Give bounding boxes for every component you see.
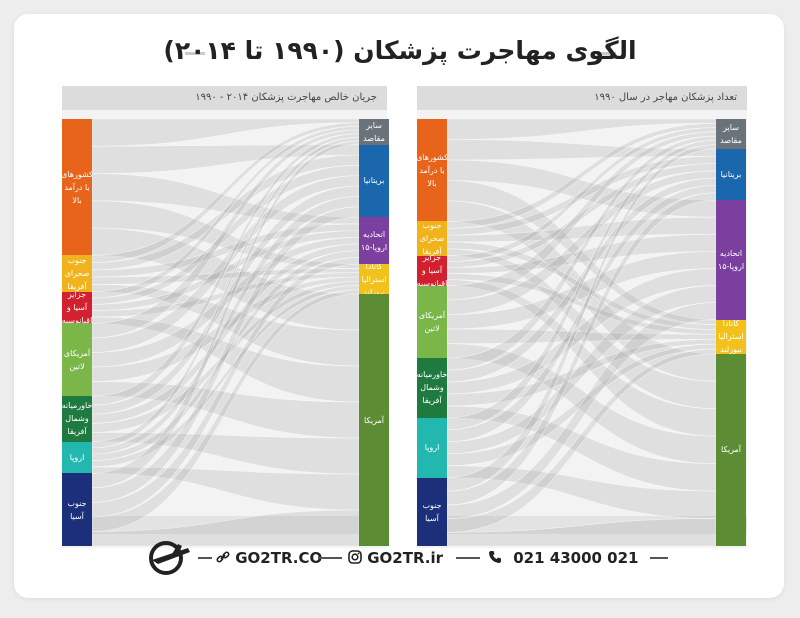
- right-target-segment-label: آمریکا: [721, 445, 742, 455]
- left-target-segment: سایر مقاصد: [359, 119, 389, 145]
- link-icon: [216, 548, 230, 570]
- left-source-bar: کشورهای با درآمد بالا جنوب صحرای آفریقا جز…: [62, 119, 92, 546]
- left-source-segment-label: کشورهای با درآمد بالا: [62, 169, 92, 205]
- left-target-segment-label: کانادا استرالیا نیوزلند: [361, 264, 387, 295]
- left-source-segment: اروپا: [62, 441, 92, 474]
- left-source-segment-label: جنوب آسیا: [67, 498, 87, 521]
- right-source-segment: جنوب آسیا: [417, 477, 447, 546]
- phone-text: 021 43000 021: [513, 549, 639, 567]
- right-target-segment-label: کانادا استرالیا نیوزلند: [718, 319, 744, 354]
- left-source-segment: جنوب آسیا: [62, 473, 92, 546]
- footer-divider: [456, 557, 480, 559]
- right-target-bar: سایر مقاصد بریتانیا اتحادیه اروپا-۱۵ کانادا…: [716, 119, 746, 546]
- right-target-segment: آمریکا: [716, 353, 746, 546]
- right-source-segment: آمریکای لاتین: [417, 285, 447, 359]
- infographic-title: الگوی مهاجرت پزشکان (۱۹۹۰ تا ۲۰۱۴): [163, 36, 637, 65]
- left-target-segment-label: بریتانیا: [363, 176, 385, 186]
- left-target-segment-label: اتحادیه اروپا-۱۵: [360, 229, 388, 252]
- right-source-segment-label: جنوب صحرای آفریقا: [419, 221, 445, 256]
- footer-website-co[interactable]: GO2TR.CO: [216, 547, 322, 569]
- left-target-segment: بریتانیا: [359, 144, 389, 218]
- right-source-segment-label: خاورمیانه وشمال آفریقا: [417, 370, 447, 406]
- footer-divider: [650, 557, 668, 559]
- flow-ribbon: [446, 348, 717, 533]
- left-source-segment-label: اروپا: [69, 452, 85, 462]
- left-source-segment: آمریکای لاتین: [62, 323, 92, 397]
- left-source-segment: خاورمیانه وشمال آفریقا: [62, 396, 92, 442]
- left-target-bar: سایر مقاصد بریتانیا اتحادیه اروپا-۱۵ کانادا…: [359, 119, 389, 546]
- right-target-segment: بریتانیا: [716, 148, 746, 201]
- phone-icon: [488, 548, 502, 570]
- right-source-segment: کشورهای با درآمد بالا: [417, 119, 447, 222]
- right-target-segment-label: سایر مقاصد: [720, 122, 742, 145]
- right-target-segment-label: بریتانیا: [720, 169, 742, 179]
- instagram-icon: [348, 548, 362, 570]
- left-source-segment: جزایر آسیا و اقیانوسیه: [62, 291, 92, 324]
- left-source-segment-label: آمریکای لاتین: [63, 348, 91, 371]
- right-source-bar: کشورهای با درآمد بالا جنوب صحرای آفریقا جز…: [417, 119, 447, 546]
- right-panel-footer-band: [417, 516, 747, 534]
- flow-ribbon: [446, 518, 717, 547]
- left-source-segment: جنوب صحرای آفریقا: [62, 255, 92, 292]
- right-target-segment: اتحادیه اروپا-۱۵: [716, 200, 746, 320]
- footer-website-ir[interactable]: GO2TR.ir: [348, 547, 443, 569]
- right-source-segment: جنوب صحرای آفریقا: [417, 221, 447, 256]
- right-source-segment-label: جنوب آسیا: [422, 500, 442, 523]
- right-source-segment-label: آمریکای لاتین: [418, 310, 446, 333]
- left-source-segment-label: خاورمیانه وشمال آفریقا: [62, 401, 92, 437]
- logo-icon: [148, 540, 192, 576]
- right-source-segment-label: اروپا: [424, 443, 440, 453]
- left-target-segment: اتحادیه اروپا-۱۵: [359, 217, 389, 265]
- left-panel-header: جریان خالص مهاجرت پزشکان ۲۰۱۴ - ۱۹۹۰: [62, 86, 387, 110]
- right-source-segment: اروپا: [417, 417, 447, 478]
- left-target-segment: کانادا استرالیا نیوزلند: [359, 264, 389, 295]
- footer-divider: [318, 557, 342, 559]
- website-ir-text: GO2TR.ir: [367, 549, 444, 567]
- right-source-segment: جزایر آسیا و اقیانوسیه: [417, 255, 447, 286]
- title-line-right: [596, 52, 616, 55]
- right-source-segment: خاورمیانه وشمال آفریقا: [417, 358, 447, 418]
- title-line-left: [185, 52, 205, 55]
- right-target-segment-label: اتحادیه اروپا-۱۵: [717, 248, 745, 271]
- right-source-segment-label: کشورهای با درآمد بالا: [417, 152, 447, 188]
- footer-phone[interactable]: 021 43000 021: [488, 547, 639, 569]
- footer-divider: [198, 557, 212, 559]
- right-target-segment: کانادا استرالیا نیوزلند: [716, 319, 746, 354]
- right-target-segment: سایر مقاصد: [716, 119, 746, 149]
- left-source-segment-label: جنوب صحرای آفریقا: [64, 255, 90, 291]
- right-source-segment-label: جزایر آسیا و اقیانوسیه: [417, 255, 447, 286]
- left-source-segment-label: جزایر آسیا و اقیانوسیه: [62, 291, 92, 324]
- left-target-segment-label: آمریکا: [364, 415, 385, 425]
- website-co-text: GO2TR.CO: [235, 549, 323, 567]
- left-target-segment-label: سایر مقاصد: [363, 120, 385, 143]
- right-panel-header: تعداد پزشکان مهاجر در سال ۱۹۹۰: [417, 86, 747, 110]
- left-target-segment: آمریکا: [359, 294, 389, 546]
- left-panel-footer-band: [62, 516, 387, 534]
- left-source-segment: کشورهای با درآمد بالا: [62, 119, 92, 256]
